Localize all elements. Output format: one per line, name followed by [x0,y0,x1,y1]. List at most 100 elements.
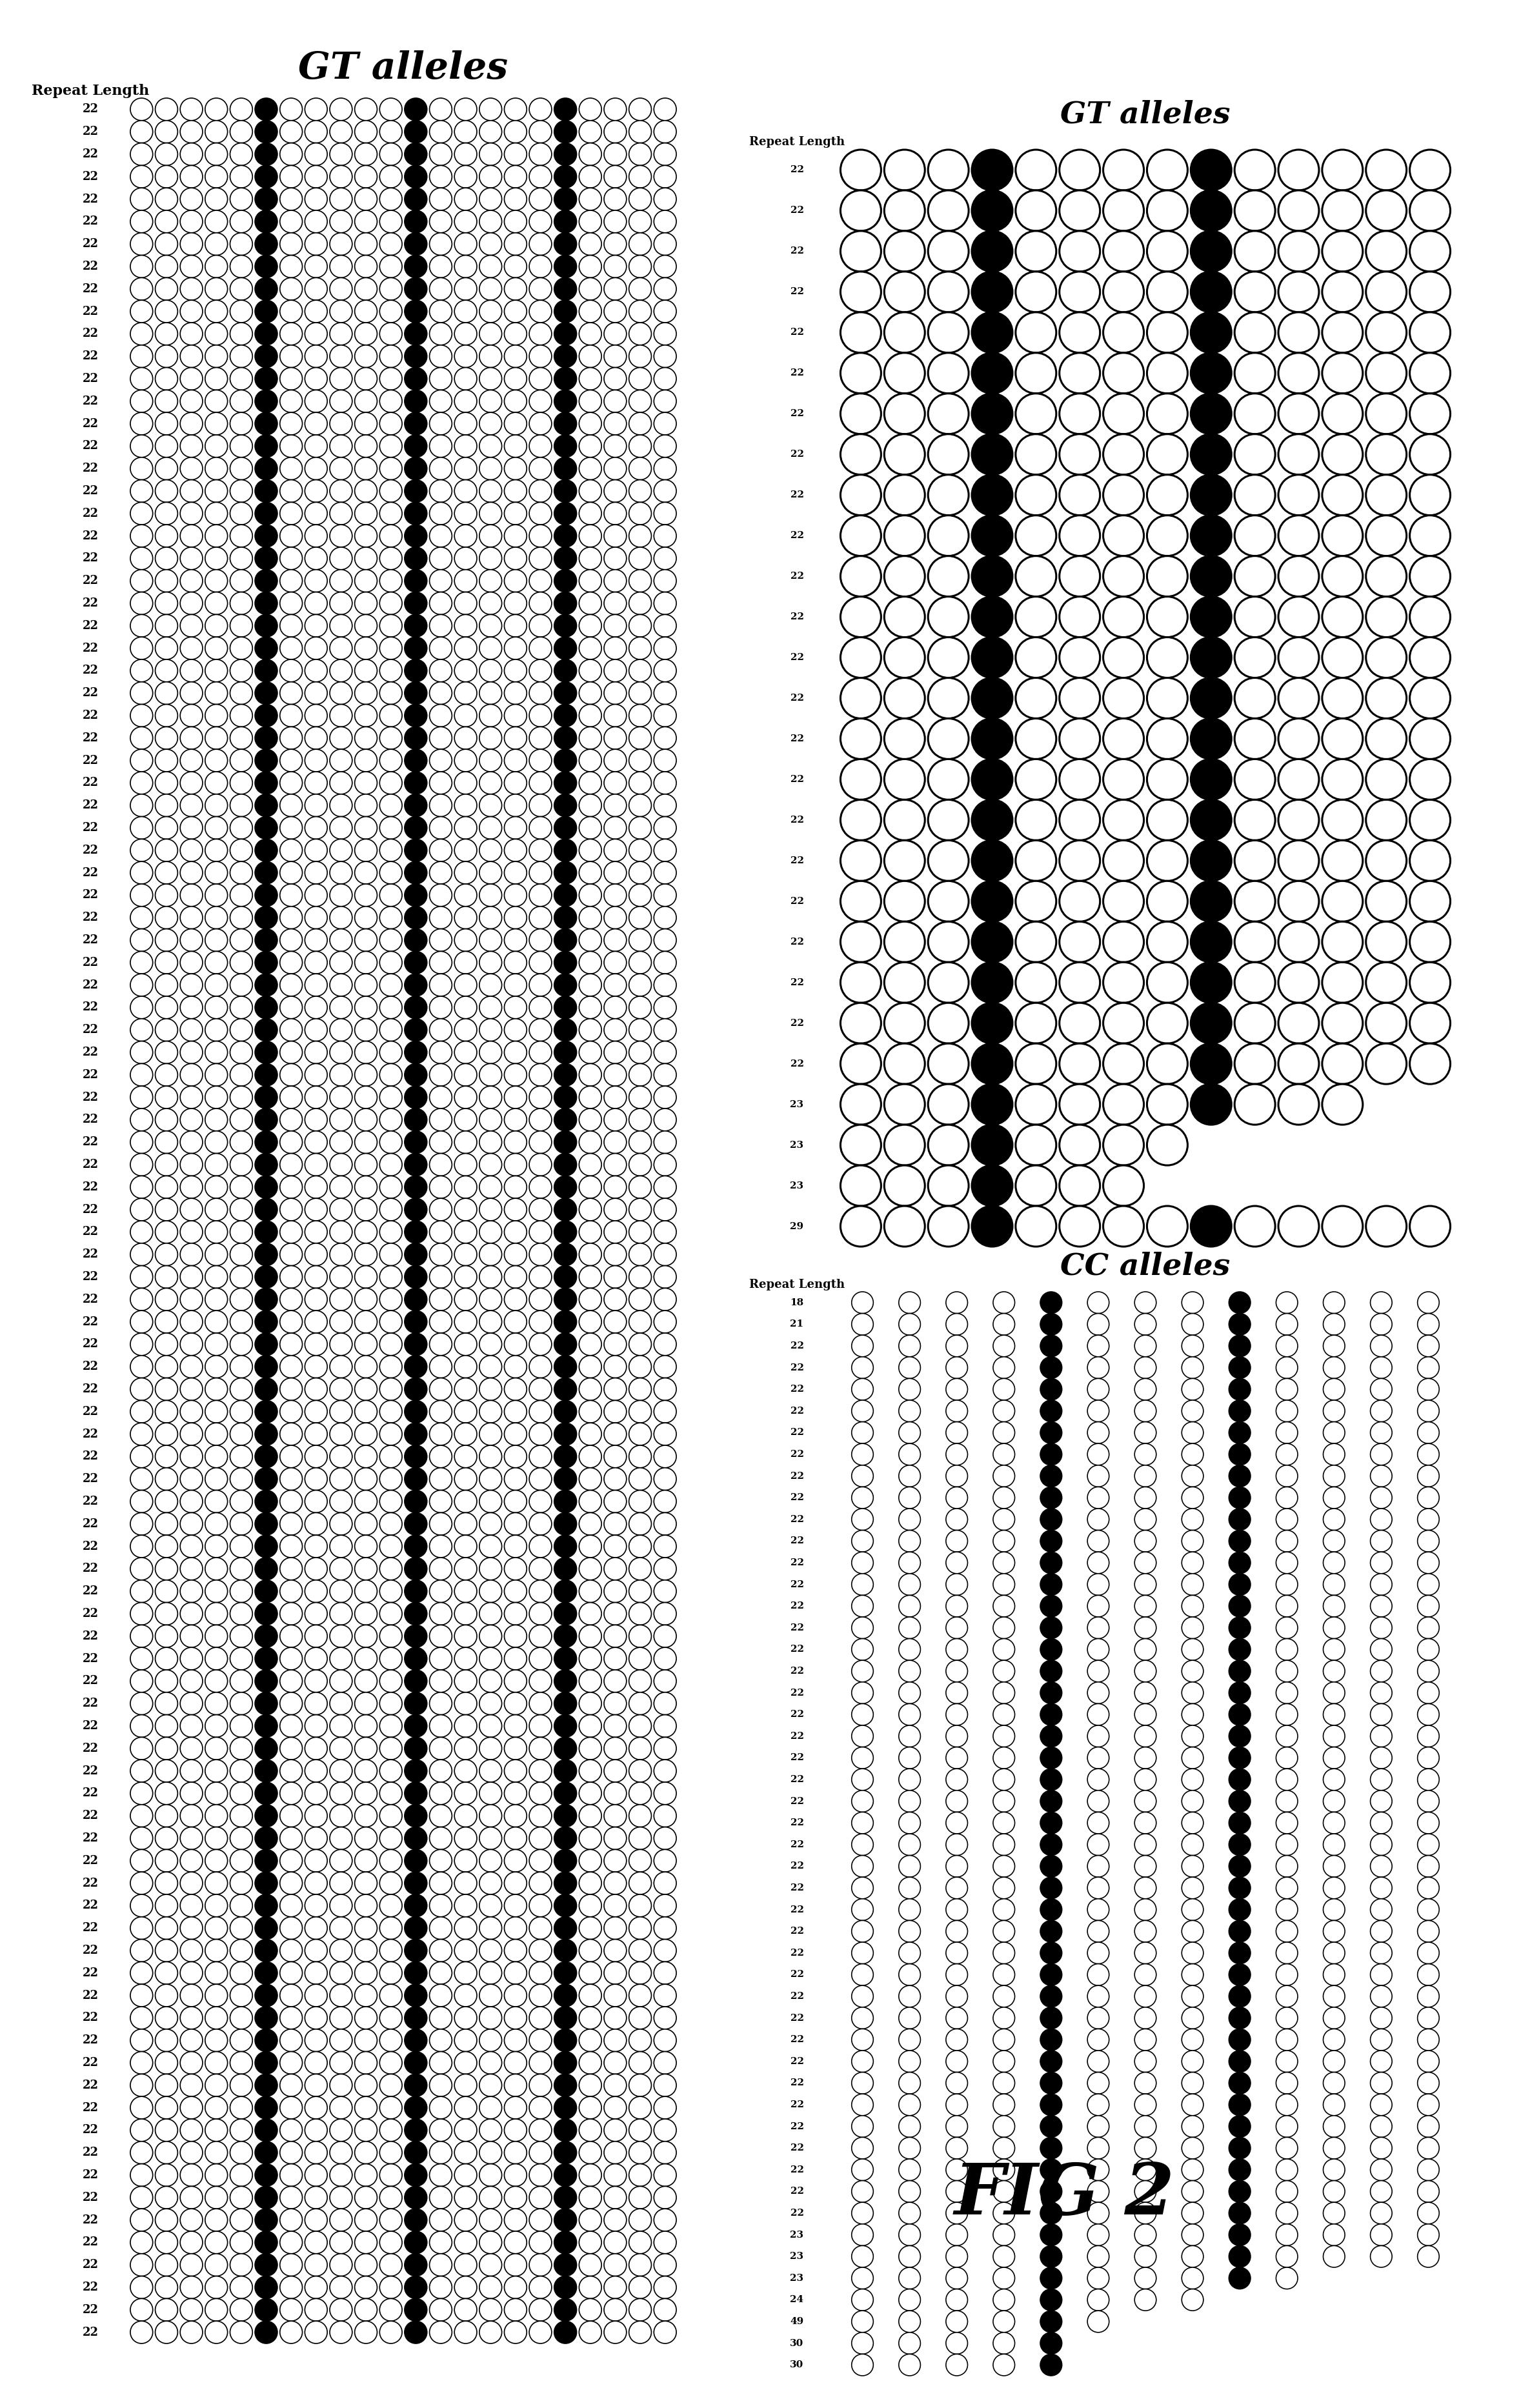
Circle shape [379,1736,402,1760]
Circle shape [355,1895,376,1917]
Circle shape [1040,1987,1062,2008]
Circle shape [430,749,451,771]
Circle shape [205,234,228,255]
Circle shape [505,614,526,638]
Circle shape [1276,2117,1297,2138]
Circle shape [1371,1464,1392,1486]
Text: 22: 22 [789,1385,803,1394]
Circle shape [379,390,402,412]
Circle shape [1409,556,1450,597]
Circle shape [852,1857,874,1878]
Circle shape [355,614,376,638]
Circle shape [479,1536,502,1558]
Circle shape [280,1491,303,1512]
Circle shape [1323,2073,1345,2095]
Circle shape [230,1760,252,1782]
Circle shape [554,1512,577,1536]
Circle shape [355,1871,376,1895]
Circle shape [1040,1529,1062,1551]
Circle shape [1276,1421,1297,1442]
Circle shape [479,2097,502,2119]
Circle shape [653,1356,676,1377]
Circle shape [578,1377,601,1401]
Circle shape [505,2006,526,2030]
Circle shape [256,614,277,638]
Circle shape [330,1423,352,1445]
Circle shape [404,2052,427,2073]
Circle shape [604,301,626,323]
Circle shape [404,1963,427,1984]
Circle shape [604,703,626,727]
Circle shape [653,142,676,166]
Circle shape [479,1669,502,1693]
Circle shape [280,323,303,344]
Circle shape [454,1693,477,1714]
Circle shape [155,1469,177,1491]
Circle shape [1059,922,1100,963]
Circle shape [1135,1421,1157,1442]
Circle shape [479,1601,502,1625]
Circle shape [529,592,552,614]
Circle shape [1417,1792,1440,1813]
Circle shape [330,1153,352,1175]
Circle shape [330,1601,352,1625]
Circle shape [355,2052,376,2073]
Circle shape [1229,1594,1250,1616]
Circle shape [355,1288,376,1310]
Circle shape [898,1312,921,1334]
Circle shape [653,1491,676,1512]
Circle shape [505,2073,526,2097]
Circle shape [355,1469,376,1491]
Circle shape [884,799,924,840]
Circle shape [529,660,552,681]
Circle shape [529,1782,552,1804]
Circle shape [1235,759,1274,799]
Circle shape [256,1895,277,1917]
Circle shape [355,2141,376,2165]
Circle shape [355,1938,376,1963]
Circle shape [653,436,676,458]
Circle shape [653,2097,676,2119]
Circle shape [840,1165,881,1206]
Circle shape [404,2232,427,2254]
Circle shape [280,1693,303,1714]
Circle shape [578,2119,601,2141]
Circle shape [1040,2095,1062,2117]
Circle shape [304,1019,327,1040]
Circle shape [1088,1507,1109,1529]
Circle shape [604,2208,626,2232]
Circle shape [505,1693,526,1714]
Text: 22: 22 [789,2100,803,2109]
Circle shape [1323,1616,1345,1637]
Circle shape [355,209,376,234]
Circle shape [130,1423,153,1445]
Circle shape [653,2030,676,2052]
Circle shape [330,255,352,277]
Circle shape [404,1849,427,1871]
Circle shape [1190,190,1232,231]
Circle shape [1409,677,1450,718]
Circle shape [230,1334,252,1356]
Circle shape [929,1206,968,1247]
Circle shape [355,2276,376,2300]
Circle shape [653,1064,676,1086]
Circle shape [181,547,202,571]
Circle shape [505,638,526,660]
Circle shape [993,2268,1014,2290]
Circle shape [355,2165,376,2186]
Circle shape [230,1647,252,1669]
Circle shape [130,1153,153,1175]
Circle shape [1417,1748,1440,1770]
Circle shape [993,1529,1014,1551]
Circle shape [1135,1727,1157,1748]
Circle shape [454,1199,477,1221]
Circle shape [479,1871,502,1895]
Circle shape [454,209,477,234]
Circle shape [840,638,881,677]
Circle shape [256,2208,277,2232]
Circle shape [230,905,252,929]
Text: 22: 22 [83,1115,98,1125]
Circle shape [304,571,327,592]
Circle shape [379,1828,402,1849]
Circle shape [479,2321,502,2343]
